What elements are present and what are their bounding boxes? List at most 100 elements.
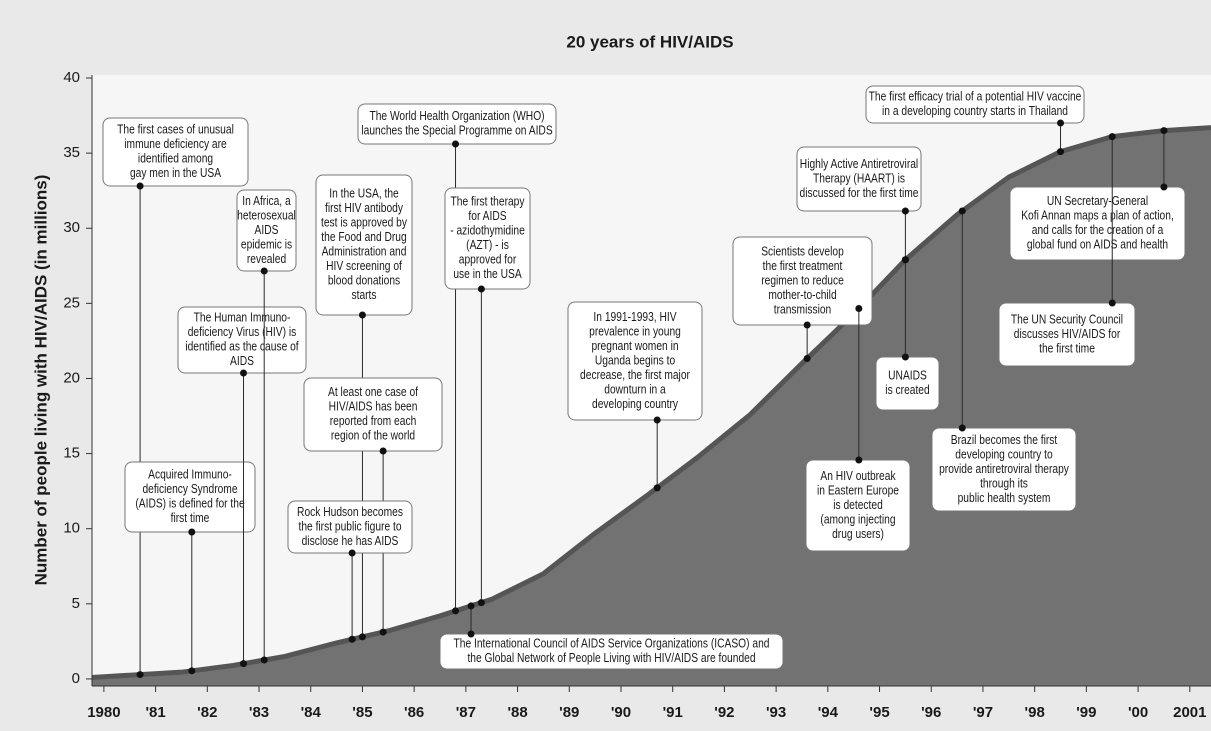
annotation-text: Rock Hudson becomes <box>297 506 403 519</box>
annotation-text: epidemic is <box>241 238 292 251</box>
annotation-text: pregnant women in <box>591 340 678 353</box>
annotation-text: the Global Network of People Living with… <box>467 652 755 665</box>
annotation-text: Therapy (HAART) is <box>813 172 905 185</box>
y-tick-label: 30 <box>63 219 80 236</box>
annotation-text: identified as the cause of <box>185 341 299 354</box>
annotation-dot <box>477 285 485 293</box>
x-tick-label: '96 <box>921 704 941 721</box>
x-tick-label: '88 <box>507 704 527 721</box>
x-tick-label: '94 <box>818 704 839 721</box>
annotation: UN Secretary-General Kofi Annan maps a pl… <box>1021 195 1174 252</box>
annotation-text: disclose he has AIDS <box>302 535 399 548</box>
annotation-box <box>998 302 1136 367</box>
x-tick-label: '99 <box>1076 704 1096 721</box>
annotation-text: Acquired Immuno- <box>148 469 232 482</box>
annotation-text: (among injecting <box>820 513 895 526</box>
annotation-dot <box>136 182 144 190</box>
annotation-text: decrease, the first major <box>580 369 690 382</box>
annotation-point <box>1160 127 1168 135</box>
annotation-text: Highly Active Antiretroviral <box>800 158 918 171</box>
annotation-text: is created <box>885 384 929 397</box>
y-axis-label: Number of people living with HIV/AIDS (i… <box>31 175 50 586</box>
x-tick-label: '84 <box>301 704 322 721</box>
annotation-text: use in the USA <box>453 268 522 281</box>
x-tick-label: 2001 <box>1173 704 1206 721</box>
annotation-text: HIV/AIDS has been <box>329 401 418 414</box>
annotation: The Human Immuno-deficiency Virus (HIV) … <box>185 312 299 369</box>
annotation-text: in Eastern Europe <box>817 484 899 497</box>
annotation-dot <box>452 140 460 148</box>
x-tick-label: '97 <box>973 704 993 721</box>
annotation-text: The first therapy <box>450 196 524 209</box>
annotation-text: (AIDS) is defined for the <box>135 498 244 511</box>
annotation-point <box>653 484 661 492</box>
chart-title: 20 years of HIV/AIDS <box>566 32 733 51</box>
annotation-text: discussed for the first time <box>800 187 919 200</box>
annotation-text: The UN Security Council <box>1011 313 1123 326</box>
annotation-text: - azidothymidine <box>450 225 525 238</box>
annotation-point <box>803 354 811 362</box>
annotation-dot <box>240 369 248 377</box>
annotation-text: region of the world <box>331 430 415 443</box>
annotation-text: In the USA, the <box>329 188 398 201</box>
annotation-dot <box>260 267 268 275</box>
annotation-text: global fund on AIDS and health <box>1027 239 1168 252</box>
annotation-text: Brazil becomes the first <box>951 434 1058 447</box>
x-tick-label: '93 <box>766 704 786 721</box>
annotation-text: The World Health Organization (WHO) <box>369 110 544 123</box>
annotation-dot <box>653 416 661 424</box>
y-tick-label: 0 <box>72 670 80 687</box>
annotation-text: immune deficiency are <box>124 138 226 151</box>
x-tick-label: '82 <box>197 704 217 721</box>
annotation-text: launches the Special Programme on AIDS <box>361 125 553 138</box>
annotation-box <box>796 146 922 212</box>
annotation-dot <box>958 424 966 432</box>
annotation: At least one case of HIV/AIDS has beenrep… <box>328 386 419 443</box>
annotation-dot <box>379 447 387 455</box>
annotation-dot <box>1108 299 1116 307</box>
annotation-point <box>240 660 248 668</box>
annotation-dot <box>901 207 909 215</box>
annotation-text: At least one case of <box>328 386 419 399</box>
annotation-text: the first public figure to <box>298 520 401 533</box>
annotation: The first efficacy trial of a potential … <box>869 91 1082 119</box>
x-tick-label: 1980 <box>87 704 120 721</box>
annotation-point <box>188 667 196 675</box>
annotation-point <box>358 633 366 641</box>
annotation-text: developing country to <box>955 448 1052 461</box>
annotation-text: approved for <box>459 254 517 267</box>
x-tick-label: '00 <box>1128 704 1148 721</box>
y-tick-label: 15 <box>63 445 80 462</box>
annotation-text: heterosexual <box>237 209 296 222</box>
annotation-text: AIDS <box>230 355 254 368</box>
annotation-text: starts <box>351 289 376 302</box>
x-tick-label: '87 <box>456 704 476 721</box>
annotation-text: UN Secretary-General <box>1047 195 1148 208</box>
annotation-text: the Food and Drug <box>321 231 406 244</box>
annotation-dot <box>1057 119 1065 127</box>
annotation-text: The Human Immuno- <box>194 312 291 325</box>
annotation-text: developing country <box>592 398 678 411</box>
annotation-point <box>260 656 268 664</box>
y-tick-label: 25 <box>63 294 80 311</box>
annotation-box <box>931 427 1077 512</box>
annotation-text: An HIV outbreak <box>820 470 895 483</box>
y-tick-label: 35 <box>63 144 80 161</box>
x-tick-label: '83 <box>249 704 269 721</box>
annotation-text: discusses HIV/AIDS for <box>1014 328 1121 341</box>
annotation-box <box>102 117 249 187</box>
annotation: The International Council of AIDS Servic… <box>454 638 770 666</box>
annotation-box <box>1009 186 1186 261</box>
annotation-point <box>136 671 144 679</box>
annotation-box <box>567 301 703 421</box>
annotation-text: deficiency Virus (HIV) is <box>188 326 297 339</box>
annotation-text: the first treatment <box>763 260 843 273</box>
